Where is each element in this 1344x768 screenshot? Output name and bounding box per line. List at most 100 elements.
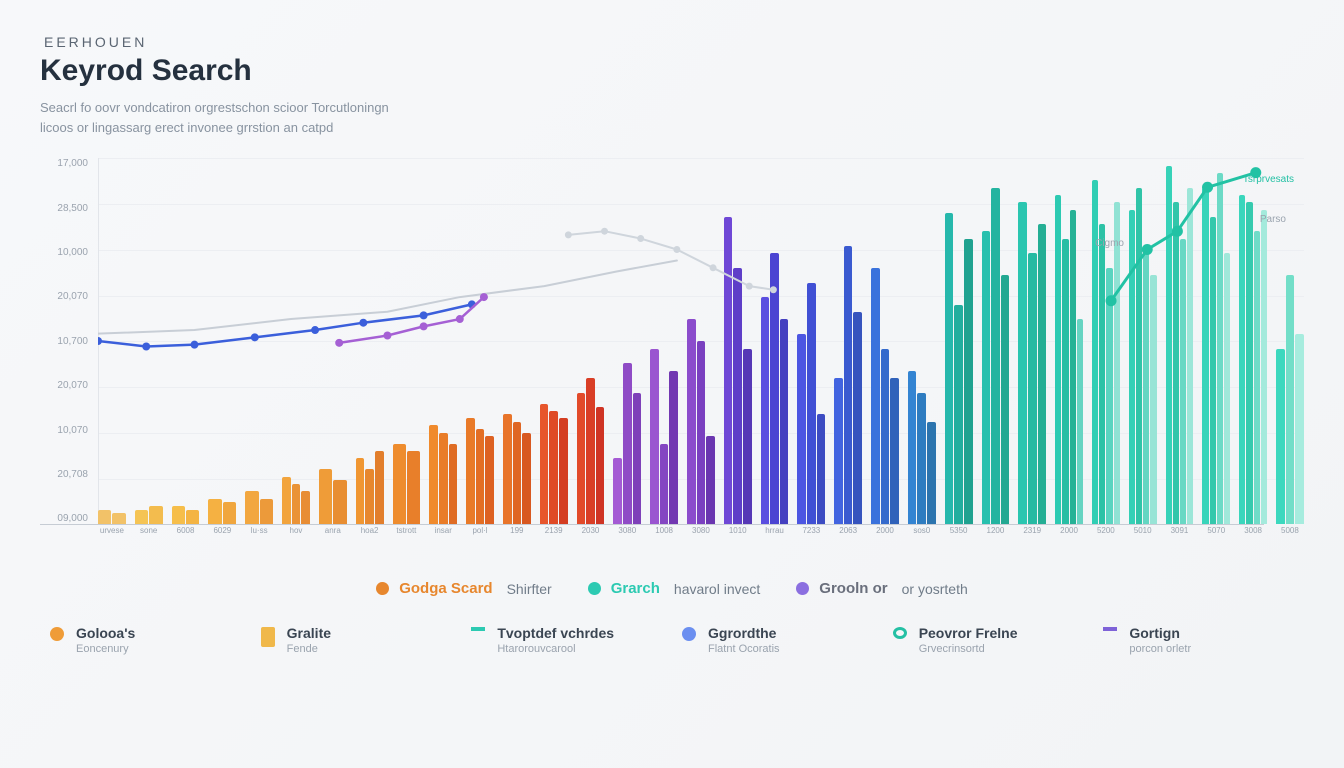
footer-legend-item: Tvoptdef vchrdesHtarorouvcarool [471,625,662,655]
bar [549,411,558,524]
bar [1239,195,1245,524]
x-tick: 3080 [687,526,715,544]
footer-legend-item: Gortignporcon orletr [1103,625,1294,655]
bar-cluster [908,158,936,524]
footer-swatch [50,627,64,641]
bar [172,506,185,524]
bar-cluster [1239,158,1267,524]
x-tick: insar [429,526,457,544]
bar [964,239,973,524]
x-tick: sone [135,526,163,544]
bar [1217,173,1223,524]
bar [1202,188,1208,525]
bar [1210,217,1216,524]
bar-cluster [1166,158,1194,524]
x-tick: 5010 [1129,526,1157,544]
x-tick: 2000 [1055,526,1083,544]
legend-label: Godga Scard [399,580,492,597]
chart-subtitle: Seacrl fo oovr vondcatiron orgrestschon … [40,98,560,138]
bar [780,319,789,524]
bar [449,444,458,525]
bar [1224,253,1230,524]
bar [1150,275,1156,524]
bar [208,499,221,525]
x-tick: 6008 [172,526,200,544]
bar [1136,188,1142,525]
bar [540,404,549,525]
bar [356,458,365,524]
x-tick: 1010 [724,526,752,544]
bar [908,371,917,525]
bar [1295,334,1304,524]
bar [429,425,438,524]
bar [586,378,595,524]
x-tick: 2030 [577,526,605,544]
bar [596,407,605,524]
x-tick: hrrau [761,526,789,544]
bar [1166,166,1172,525]
legend-sublabel: or yosrteth [902,581,968,597]
x-tick: 3008 [1239,526,1267,544]
bar-cluster [1202,158,1230,524]
x-tick: 2139 [540,526,568,544]
legend-item: Grooln oror yosrteth [796,580,967,597]
bar [697,341,706,524]
bar [834,378,843,524]
bar [1070,210,1076,525]
bar-cluster [208,158,236,524]
legend-swatch [588,582,601,595]
footer-legend-sub: Grvecrinsortd [919,643,1018,655]
x-tick: 5200 [1092,526,1120,544]
bar [1077,319,1083,524]
legend-swatch [796,582,809,595]
bar [982,231,991,524]
legend-sublabel: Shirfter [507,581,552,597]
bar [669,371,678,525]
footer-legend-sub: porcon orletr [1129,643,1191,655]
bar [954,305,963,525]
annotation-label: Parso [1260,214,1286,225]
bar [1106,268,1112,524]
bar [660,444,669,525]
x-tick: 1008 [650,526,678,544]
bar [375,451,384,524]
bar [1114,202,1120,524]
footer-legend-sub: Flatnt Ocoratis [708,643,780,655]
footer-legend-sub: Htarorouvcarool [497,643,614,655]
legend-item: Grarchhavarol invect [588,580,761,597]
eyebrow-text: Eerhouen [44,34,1304,50]
bar [1254,231,1260,524]
legend-swatch [376,582,389,595]
bar [135,510,148,525]
y-tick: 10,070 [40,425,94,436]
bar [292,484,301,524]
x-tick: urvese [98,526,126,544]
footer-legend-title: Ggrordthe [708,625,780,641]
legend-label: Grarch [611,580,660,597]
bar [890,378,899,524]
bar [927,422,936,524]
bar [743,349,752,525]
bar [1099,224,1105,524]
bar-cluster [797,158,825,524]
bar [365,469,374,524]
bar-clusters [98,158,1304,524]
bar [301,491,310,524]
y-tick: 28,500 [40,203,94,214]
bar [503,414,512,524]
bar-cluster [1018,158,1046,524]
bar [797,334,806,524]
bar [633,393,642,525]
bar [1092,180,1098,524]
bar [853,312,862,524]
bar [407,451,420,524]
bar [282,477,291,525]
x-tick: pol·l [466,526,494,544]
bar [393,444,406,525]
bar [724,217,733,524]
bar [991,188,1000,525]
bar [476,429,485,524]
bar-cluster [834,158,862,524]
x-tick: sos0 [908,526,936,544]
bar-cluster [871,158,899,524]
